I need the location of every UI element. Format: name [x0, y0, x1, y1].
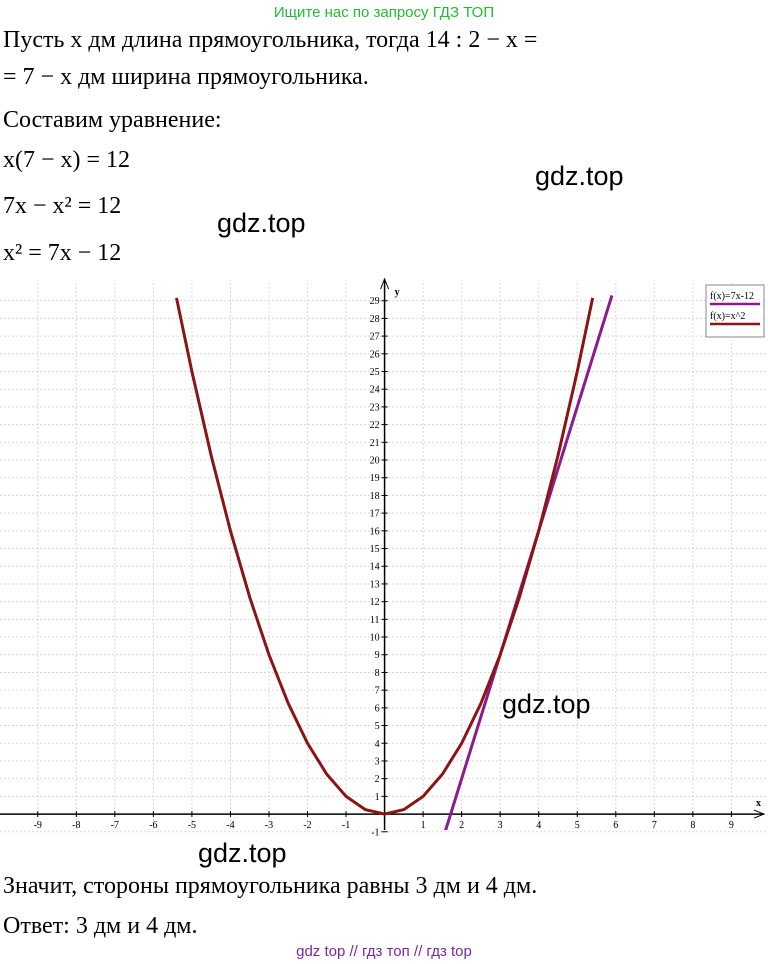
y-tick-label: 1 [375, 792, 380, 803]
solution-line: Составим уравнение: [3, 107, 222, 133]
legend-label: f(x)=x^2 [710, 311, 745, 322]
x-axis-label: x [756, 798, 761, 809]
x-arrow [753, 809, 766, 819]
y-tick-label: 6 [375, 703, 380, 714]
y-tick-label: 22 [370, 420, 380, 431]
x-tick-label: 3 [498, 820, 503, 831]
legend-label: f(x)=7x-12 [710, 291, 754, 302]
legend: f(x)=7x-12 f(x)=x^2 [705, 284, 765, 338]
y-tick-label: 12 [370, 597, 380, 608]
y-tick-label: 8 [375, 668, 380, 679]
watermark: gdz.top [502, 689, 591, 719]
equation: x² = 7x − 12 [3, 240, 121, 266]
x-tick-label: -5 [188, 820, 196, 831]
curve [175, 297, 595, 816]
y-tick-label: 28 [370, 314, 380, 325]
y-tick-label: 17 [370, 509, 380, 520]
y-tick-label: 14 [370, 562, 380, 573]
watermark: gdz.top [198, 838, 287, 868]
x-tick-label: -9 [34, 820, 42, 831]
y-tick-label: 16 [370, 526, 380, 537]
y-tick-label: 25 [370, 367, 380, 378]
x-tick-label: -2 [303, 820, 311, 831]
y-tick-label: 29 [370, 296, 380, 307]
y-tick-label: 5 [375, 721, 380, 732]
y-tick-label: 23 [370, 402, 380, 413]
y-tick-label: 18 [370, 491, 380, 502]
x-tick-label: -3 [265, 820, 273, 831]
solution-line: = 7 − x дм ширина прямоугольника. [3, 64, 369, 90]
y-tick-label: 11 [370, 615, 380, 626]
y-tick-label: 21 [370, 438, 380, 449]
x-tick-label: 6 [613, 820, 618, 831]
answer: Ответ: 3 дм и 4 дм. [3, 913, 197, 939]
x-tick-label: -6 [149, 820, 157, 831]
x-tick-label: 9 [729, 820, 734, 831]
legend-box [705, 284, 765, 338]
y-tick-label: 3 [375, 756, 380, 767]
x-tick-label: 7 [652, 820, 657, 831]
y-tick-label: 9 [375, 650, 380, 661]
y-tick-label: 15 [370, 544, 380, 555]
x-tick-label: 2 [459, 820, 464, 831]
footer: gdz top // гдз топ // гдз top [296, 943, 472, 960]
y-tick-label: 20 [370, 456, 380, 467]
y-tick-label: 13 [370, 579, 380, 590]
watermark: gdz.top [535, 161, 624, 191]
x-tick-label: 5 [575, 820, 580, 831]
y-tick-label: 7 [375, 686, 380, 697]
y-tick-label: 24 [370, 385, 380, 396]
x-tick-label: -1 [342, 820, 350, 831]
watermark: gdz.top [217, 208, 306, 238]
conclusion-line: Значит, стороны прямоугольника равны 3 д… [3, 873, 537, 899]
header: Ищите нас по запросу ГДЗ ТОП [274, 4, 494, 21]
x-tick-label: -7 [111, 820, 119, 831]
x-tick-label: -4 [226, 820, 234, 831]
equation: x(7 − x) = 12 [3, 147, 130, 173]
x-tick-label: 1 [421, 820, 426, 831]
y-tick-label: 19 [370, 473, 380, 484]
x-tick-label: -8 [72, 820, 80, 831]
x-tick-label: 8 [690, 820, 695, 831]
y-tick-label: 4 [375, 739, 380, 750]
y-tick-label: 2 [375, 774, 380, 785]
y-tick-label: -1 [371, 827, 379, 838]
equation: 7x − x² = 12 [3, 193, 121, 219]
y-arrow [380, 277, 390, 290]
graph: -9 -8 -7 -6 -5 -4 -3 -2 -1 1 2 3 4 5 6 7 8 9-112345678910… [0, 277, 768, 838]
solution-line: Пусть x дм длина прямоугольника, тогда 1… [3, 27, 537, 53]
y-tick-label: 26 [370, 349, 380, 360]
x-tick-label: 4 [536, 820, 541, 831]
y-tick-label: 10 [370, 633, 380, 644]
y-tick-label: 27 [370, 332, 380, 343]
y-axis-label: y [395, 287, 400, 298]
